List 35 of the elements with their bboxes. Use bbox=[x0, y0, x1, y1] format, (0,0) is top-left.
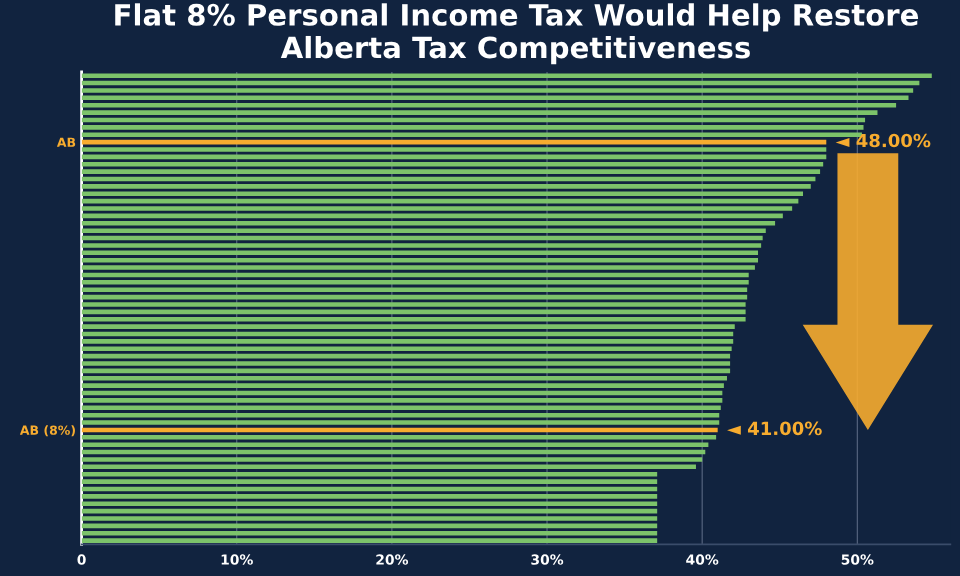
bar bbox=[81, 280, 749, 285]
bar bbox=[81, 346, 732, 352]
bar bbox=[81, 442, 709, 447]
bar bbox=[81, 375, 727, 381]
data-label: ◄ 41.00% bbox=[727, 421, 822, 436]
data-label: ◄ 48.00% bbox=[835, 133, 931, 148]
bar bbox=[81, 316, 746, 322]
bar bbox=[81, 265, 755, 270]
bar bbox=[81, 184, 811, 189]
bar bbox=[81, 398, 723, 403]
chart-title: Flat 8% Personal Income Tax Would Help Restore Alberta Tax Competitiveness bbox=[115, 3, 919, 65]
bar bbox=[81, 88, 914, 93]
bar bbox=[81, 161, 824, 167]
bar bbox=[81, 538, 658, 543]
bar bbox=[81, 147, 827, 152]
bar bbox=[81, 243, 762, 248]
bar bbox=[81, 383, 724, 388]
bar bbox=[81, 221, 776, 226]
bar bbox=[81, 206, 793, 211]
bar bbox=[81, 339, 734, 344]
bar bbox=[81, 302, 746, 307]
bar bbox=[81, 516, 658, 521]
bar bbox=[81, 191, 804, 197]
bar bbox=[81, 457, 703, 462]
bar bbox=[81, 169, 821, 174]
bar bbox=[81, 287, 748, 292]
bar bbox=[81, 501, 658, 507]
bar bbox=[81, 361, 731, 366]
bar bbox=[81, 494, 658, 499]
bar bbox=[81, 435, 717, 440]
bar bbox=[81, 479, 658, 484]
bar bbox=[81, 420, 720, 425]
bar bbox=[81, 125, 864, 130]
bar bbox=[81, 73, 932, 78]
bar bbox=[81, 530, 658, 536]
